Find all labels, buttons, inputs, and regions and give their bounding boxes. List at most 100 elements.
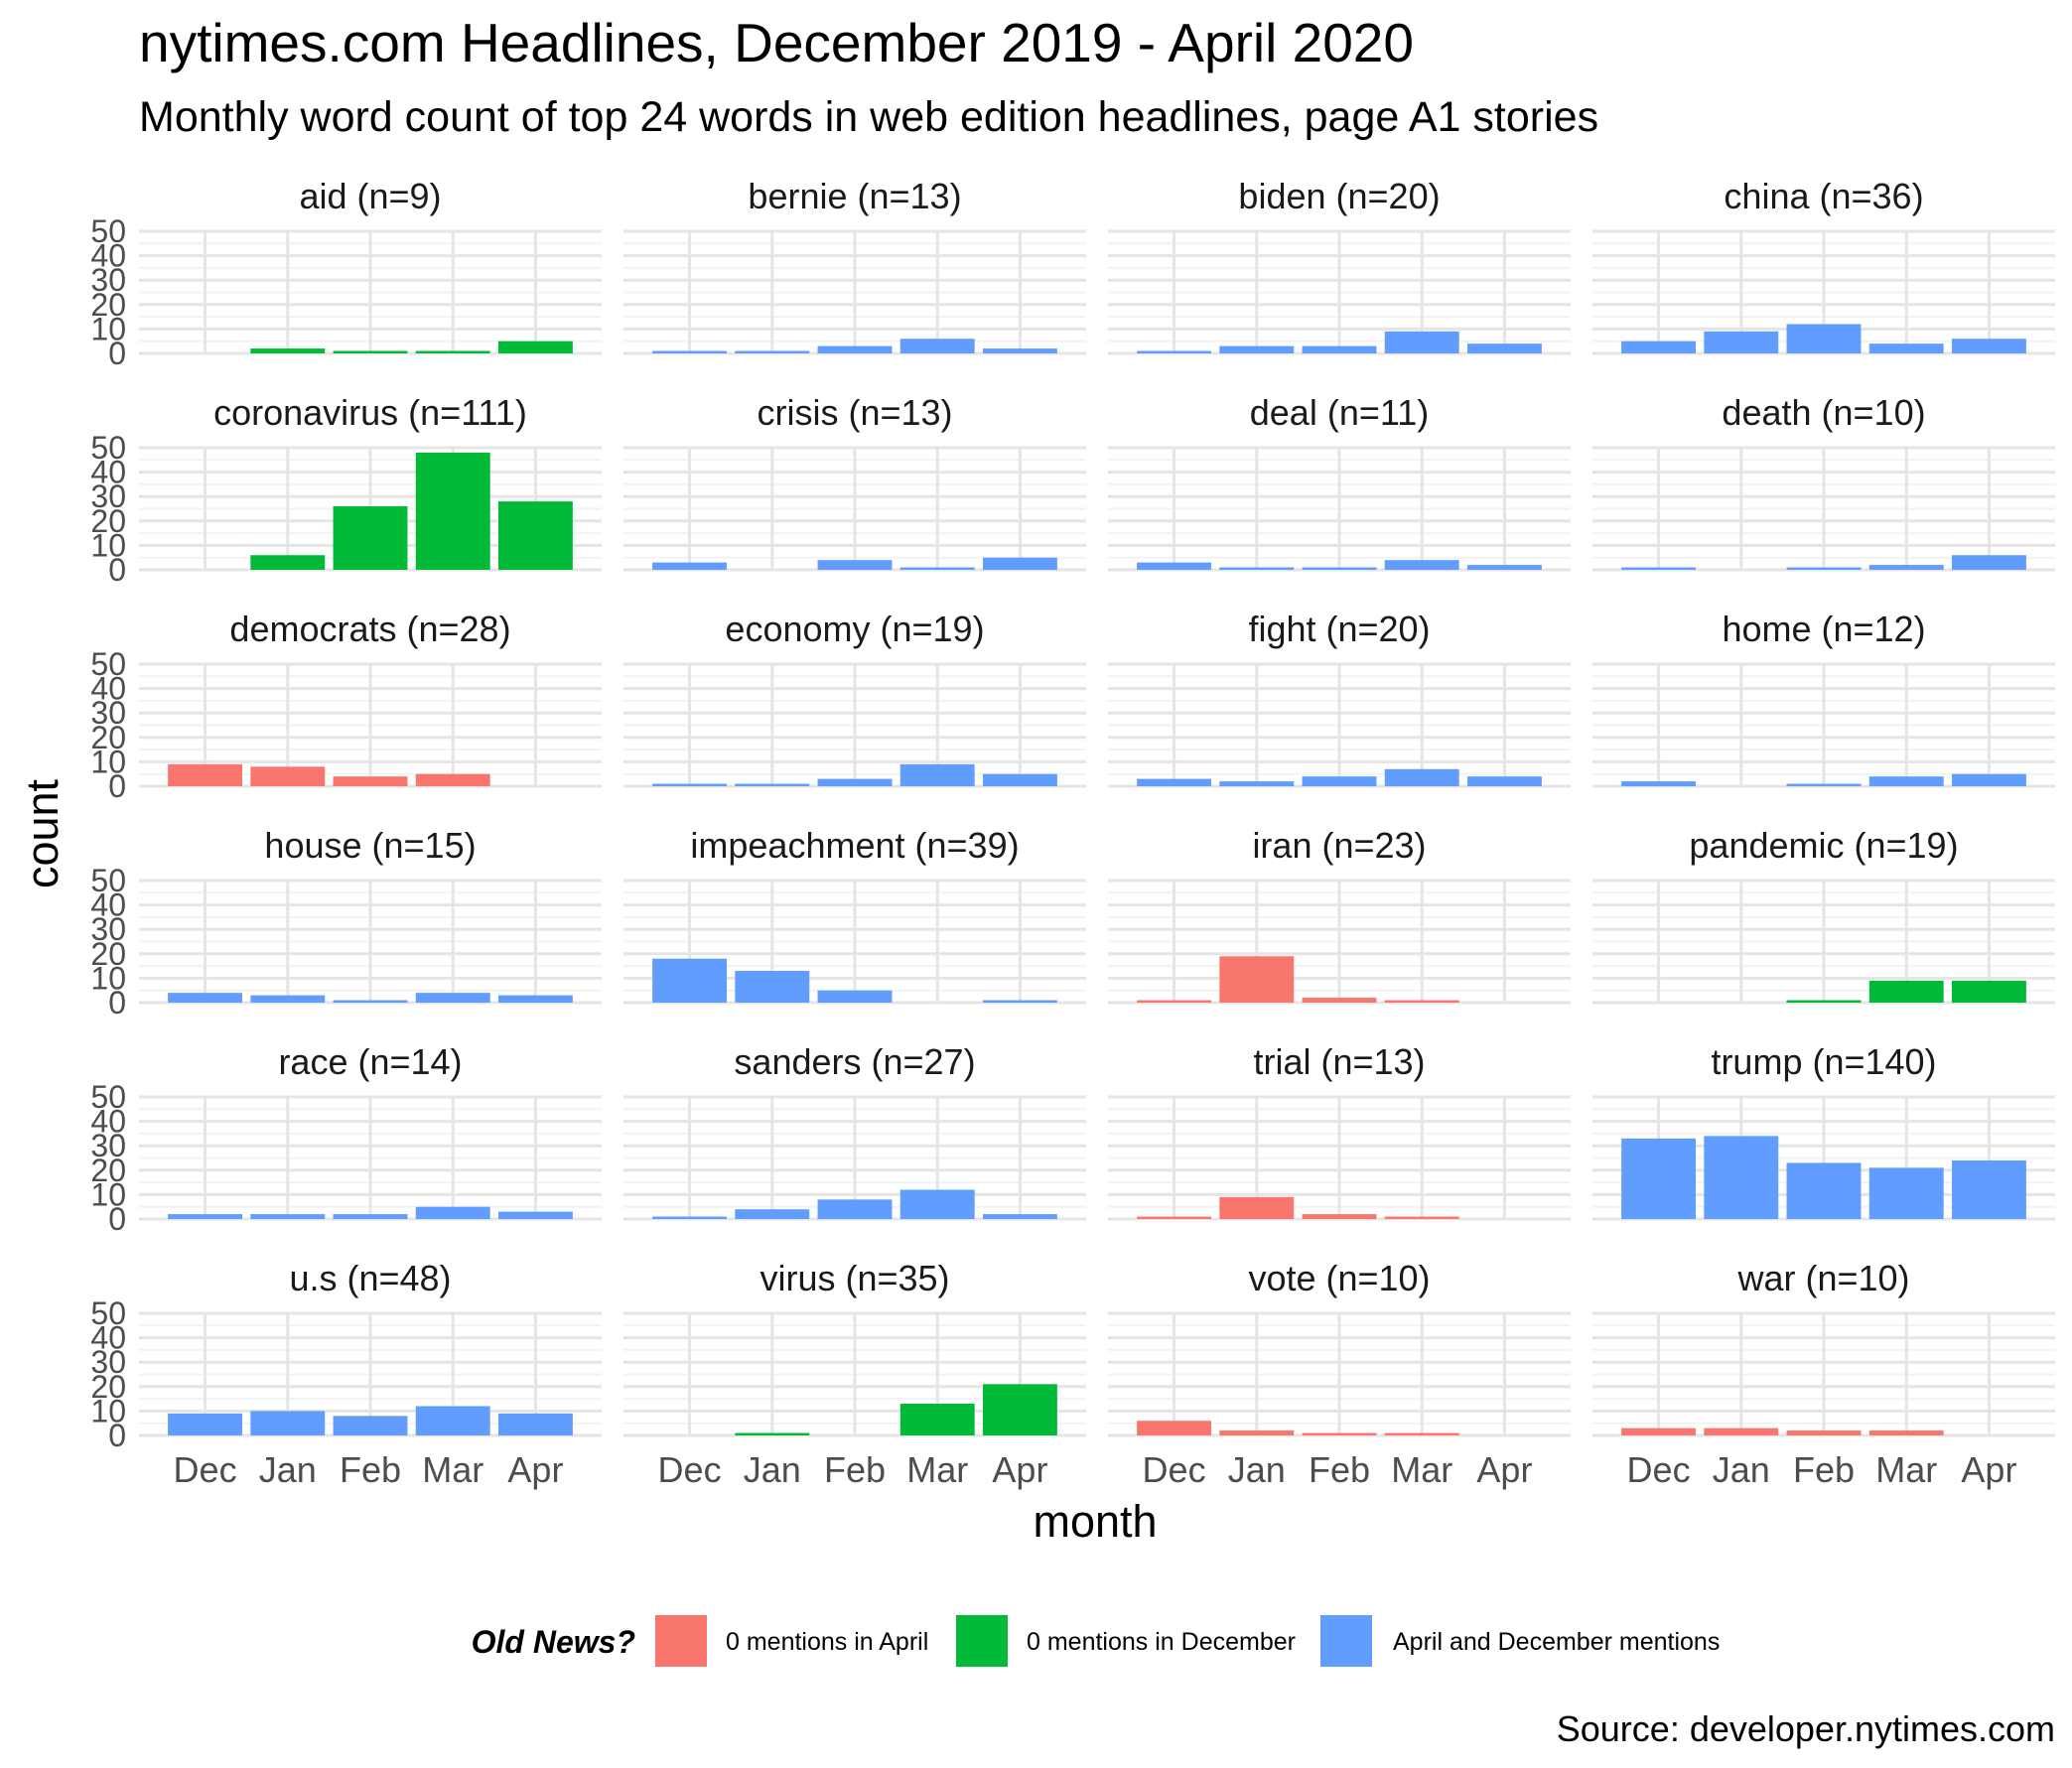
bar <box>735 783 810 786</box>
bar <box>1951 1159 2026 1219</box>
facet-panel: crisis (n=13) <box>623 392 1086 572</box>
bar <box>735 1432 810 1435</box>
y-tick-label: 50 <box>90 863 126 898</box>
bar <box>415 1406 490 1435</box>
bar <box>1868 980 1944 1003</box>
y-tick-label: 30 <box>90 1128 126 1163</box>
bar <box>1219 956 1295 1003</box>
panel-strip-label: china (n=36) <box>1724 176 1923 216</box>
y-tick-label: 0 <box>108 1418 126 1453</box>
chart-subtitle: Monthly word count of top 24 words in we… <box>139 93 1598 141</box>
facet-panel: pandemic (n=19) <box>1592 825 2055 1005</box>
bar <box>982 557 1057 570</box>
panel-strip-label: virus (n=35) <box>760 1258 949 1298</box>
y-tick-label: 50 <box>90 430 126 466</box>
bar <box>817 990 893 1003</box>
bar <box>1951 980 2026 1003</box>
y-tick-label: 50 <box>90 646 126 682</box>
y-tick-label: 30 <box>90 478 126 514</box>
legend: Old News? 0 mentions in April 0 mentions… <box>472 1615 1720 1667</box>
y-tick-label: 30 <box>90 695 126 731</box>
panel-strip-label: death (n=10) <box>1722 392 1925 433</box>
y-tick-label: 20 <box>90 1369 126 1405</box>
bar <box>1384 1432 1459 1435</box>
bar <box>250 1214 326 1219</box>
facet-panel: trump (n=140) <box>1592 1041 2055 1221</box>
x-axis-title: month <box>1033 1496 1157 1547</box>
bar <box>652 783 728 786</box>
y-tick-label: 0 <box>108 552 126 588</box>
y-tick-label: 40 <box>90 1104 126 1140</box>
x-tick-label: Jan <box>1713 1449 1770 1490</box>
legend-swatch-april <box>655 1615 707 1667</box>
bar <box>982 773 1057 786</box>
y-tick-label: 0 <box>108 336 126 371</box>
bar <box>1868 776 1944 786</box>
bar <box>1704 331 1779 353</box>
x-tick-label: Mar <box>1875 1449 1937 1490</box>
bar <box>333 506 408 570</box>
panel-strip-label: race (n=14) <box>278 1041 462 1082</box>
facet-panel: virus (n=35) <box>623 1258 1086 1437</box>
x-tick-label: Apr <box>1476 1449 1532 1490</box>
y-tick-label: 50 <box>90 1079 126 1115</box>
bar <box>1137 350 1212 353</box>
bar <box>1621 1138 1697 1219</box>
x-tick-label: Jan <box>259 1449 317 1490</box>
panel-strip-label: vote (n=10) <box>1248 1258 1430 1298</box>
bar <box>817 778 893 786</box>
bar <box>1384 331 1459 353</box>
bar <box>168 1413 243 1435</box>
y-tick-label: 30 <box>90 911 126 947</box>
panel-strip-label: pandemic (n=19) <box>1689 825 1958 866</box>
panel-strip-label: democrats (n=28) <box>229 609 510 649</box>
bar <box>735 1209 810 1219</box>
facet-panel: home (n=12) <box>1592 609 2055 788</box>
bar <box>652 350 728 353</box>
y-tick-label: 10 <box>90 311 126 346</box>
y-tick-label: 40 <box>90 671 126 707</box>
bar <box>415 452 490 570</box>
facet-panel: bernie (n=13) <box>623 176 1086 355</box>
legend-label-april: 0 mentions in April <box>726 1628 928 1656</box>
bar <box>817 560 893 570</box>
bar <box>899 1404 975 1435</box>
bar <box>415 350 490 353</box>
bar <box>1786 1000 1862 1003</box>
bar <box>415 1206 490 1219</box>
bar <box>1951 773 2026 786</box>
bar <box>1466 343 1542 353</box>
bar <box>1302 1214 1377 1219</box>
y-tick-label: 10 <box>90 744 126 779</box>
facet-panel: economy (n=19) <box>623 609 1086 788</box>
bar <box>1384 560 1459 570</box>
bar <box>1466 776 1542 786</box>
bar <box>250 348 326 353</box>
bar <box>1704 1428 1779 1435</box>
facet-panel: vote (n=10) <box>1108 1258 1571 1437</box>
bar <box>250 555 326 570</box>
bar <box>735 971 810 1003</box>
legend-title: Old News? <box>472 1624 635 1660</box>
y-tick-label: 30 <box>90 262 126 298</box>
panel-strip-label: biden (n=20) <box>1238 176 1440 216</box>
facet-panel: trial (n=13) <box>1108 1041 1571 1221</box>
facet-panel: biden (n=20) <box>1108 176 1571 355</box>
bar <box>1137 562 1212 570</box>
bar <box>1621 781 1697 786</box>
panel-strip-label: iran (n=23) <box>1252 825 1426 866</box>
bar <box>982 348 1057 353</box>
x-tick-label: Dec <box>174 1449 237 1490</box>
bar <box>333 776 408 786</box>
y-tick-label: 30 <box>90 1344 126 1380</box>
bar <box>899 1189 975 1219</box>
y-tick-label: 0 <box>108 985 126 1020</box>
bar <box>1302 567 1377 570</box>
x-tick-label: Jan <box>744 1449 801 1490</box>
bar <box>333 1214 408 1219</box>
x-axis-ticks: Dec Jan Feb Mar Apr Dec Jan Feb Mar Apr Dec Jan Feb M… <box>174 1449 2017 1490</box>
